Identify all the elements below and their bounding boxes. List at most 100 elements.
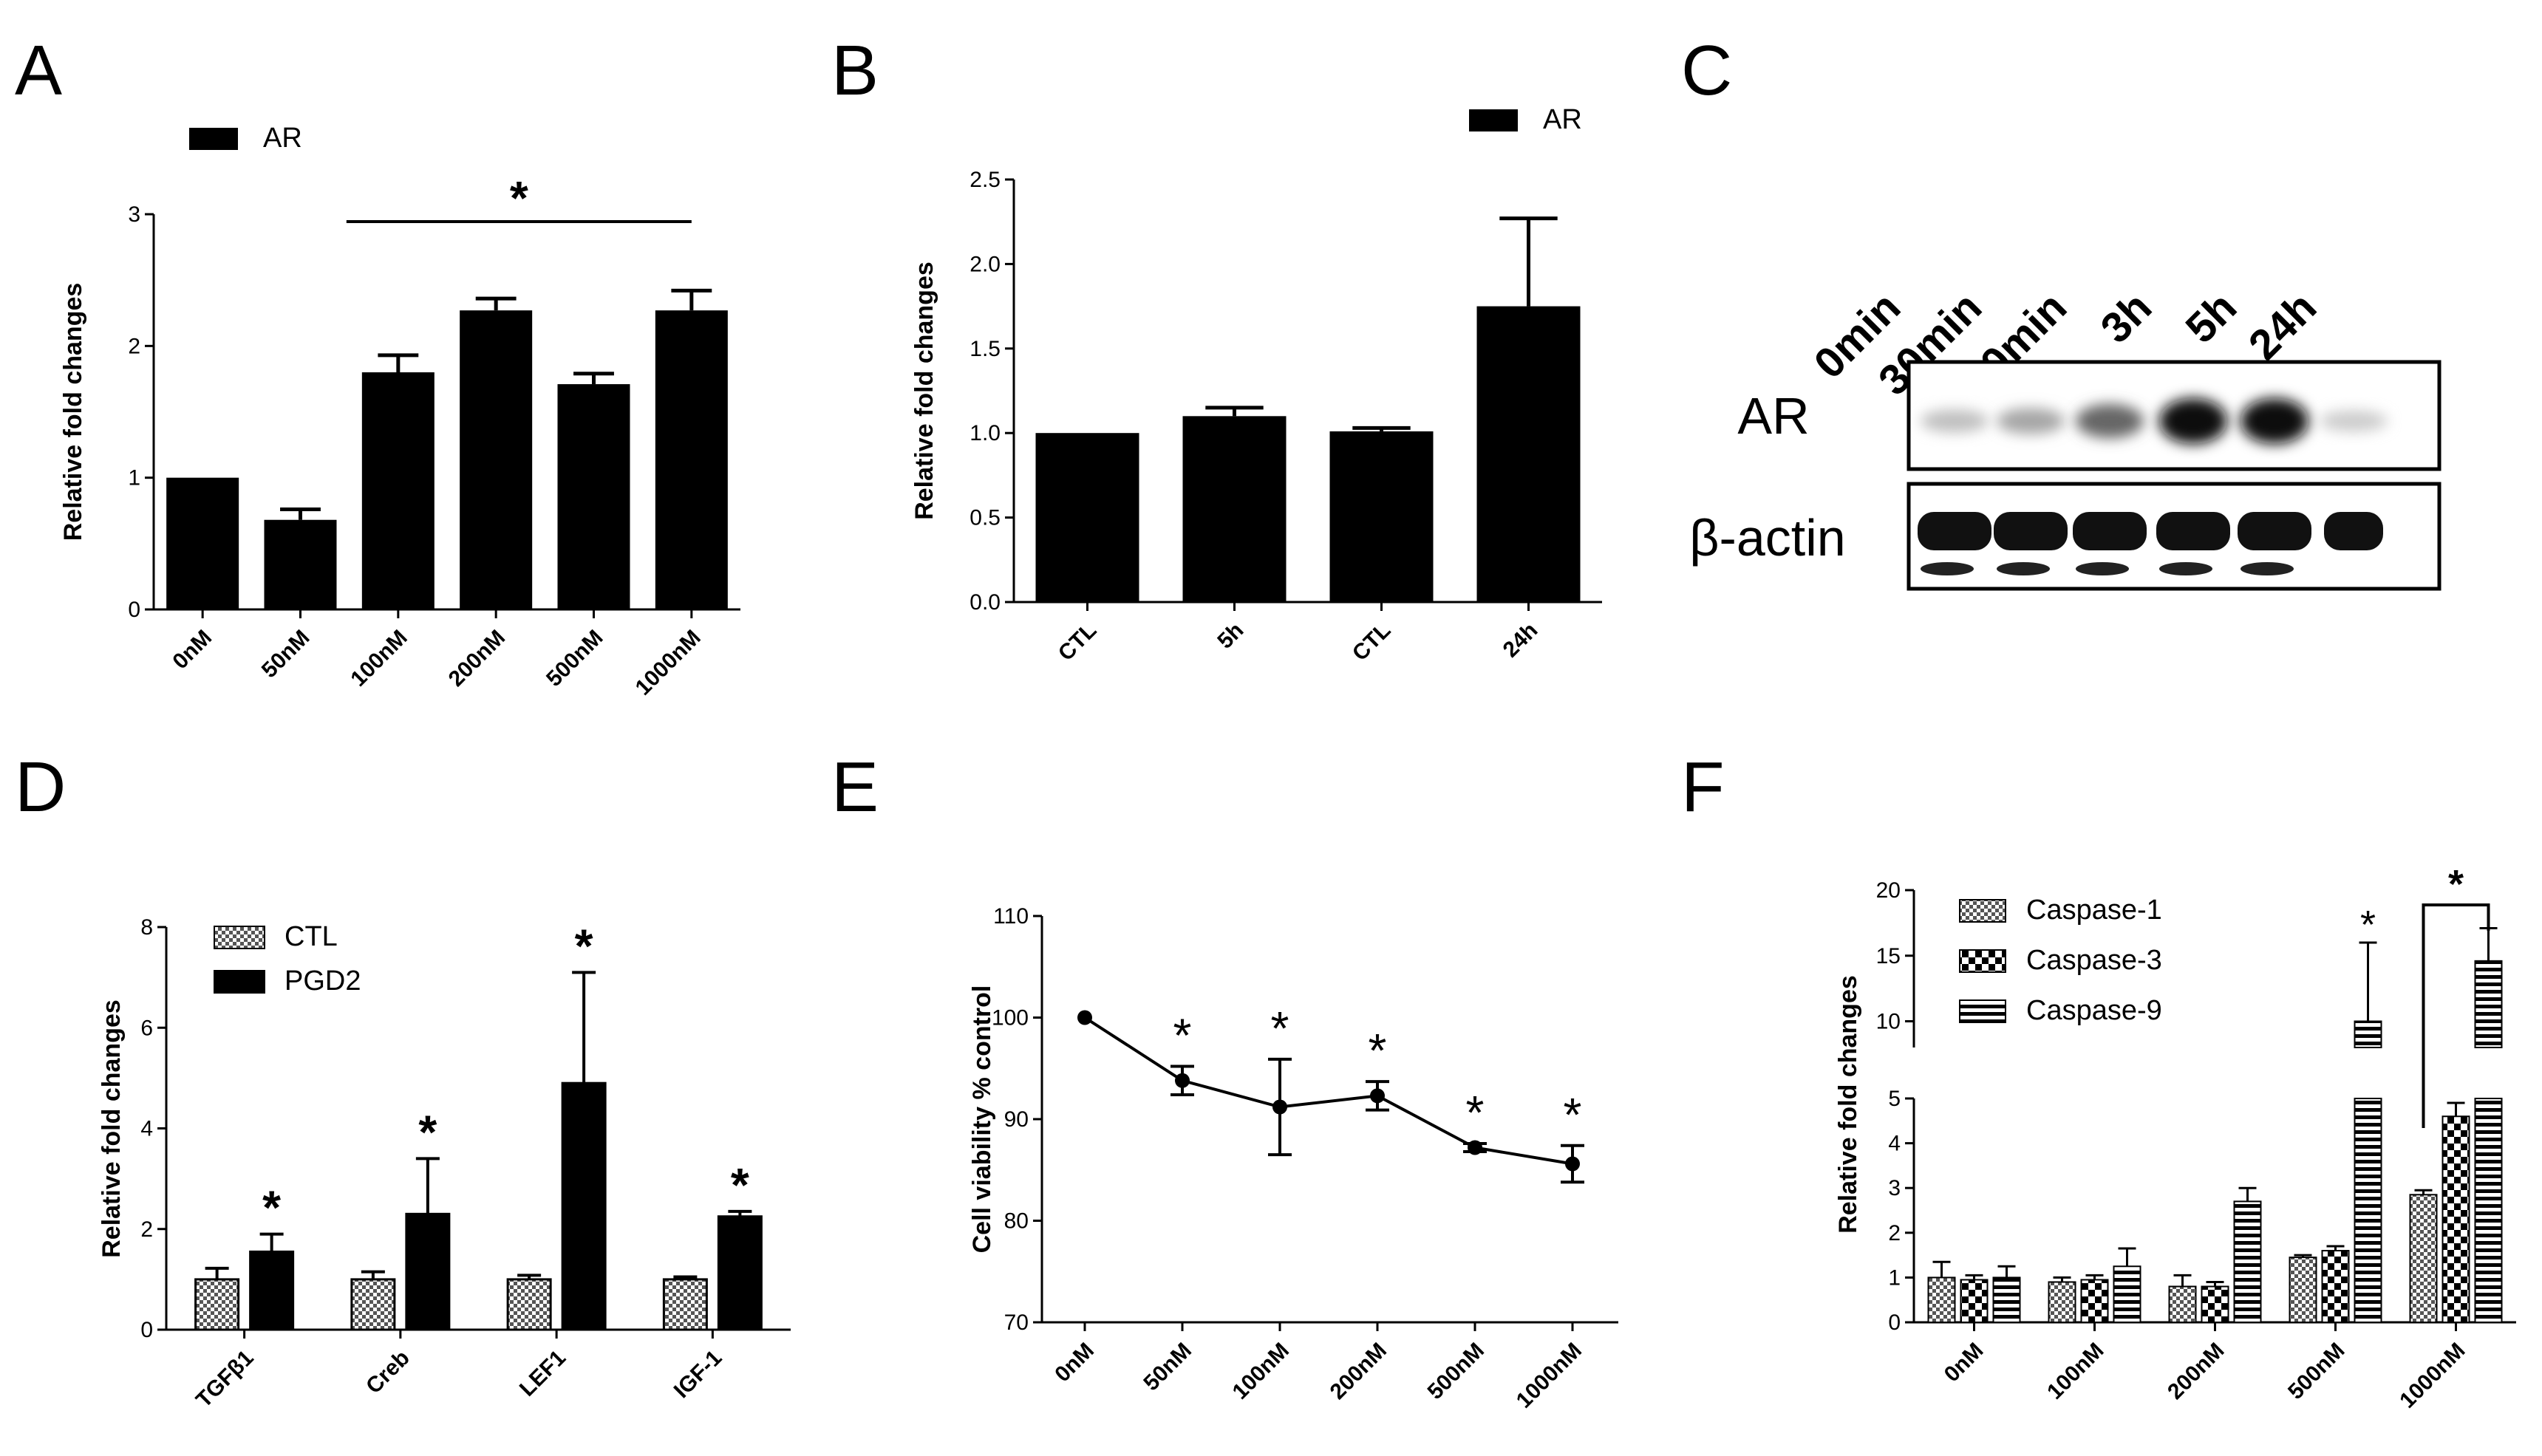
y-tick-label: 5 — [1888, 1087, 1901, 1111]
x-tick-label: 1000nM — [1512, 1339, 1587, 1413]
y-tick-label: 0 — [128, 598, 140, 622]
bar — [1035, 433, 1139, 602]
y-tick-label: 100 — [992, 1006, 1029, 1031]
chart-e: 70 80 90 100 110 0nM * 50nM * 100nM * 200nM * 500nM * 1… — [968, 904, 1618, 1413]
ar-band — [2159, 398, 2227, 444]
significance-star: * — [2360, 903, 2376, 947]
blot-row-label-actin: β-actin — [1689, 509, 1845, 567]
chart-a: 0 1 2 3 0nM 50nM 100nM 200nM 500nM 1000nM Relative… — [59, 123, 740, 700]
y-tick-label: 4 — [140, 1117, 153, 1141]
y-axis-title: Relative fold changes — [910, 262, 938, 520]
actin-lower-band — [1921, 562, 1974, 575]
bar — [350, 1278, 396, 1331]
significance-star: * — [1369, 1024, 1387, 1077]
y-axis-title: Relative fold changes — [59, 283, 87, 541]
x-tick-label: CTL — [1348, 618, 1396, 666]
bar — [2474, 1098, 2503, 1323]
panel-letter-e: E — [831, 748, 879, 827]
legend-swatch — [189, 128, 238, 150]
significance-star: * — [575, 919, 593, 972]
significance-star: * — [262, 1181, 281, 1234]
legend-label: Caspase-9 — [2026, 995, 2162, 1026]
y-tick-label: 90 — [1004, 1107, 1029, 1132]
actin-lower-band — [2159, 562, 2212, 575]
bar — [1182, 416, 1287, 602]
actin-band — [2324, 512, 2383, 550]
panel-letter-b: B — [831, 31, 879, 110]
legend-label: Caspase-3 — [2026, 945, 2162, 976]
y-axis-title: Relative fold changes — [1834, 975, 1862, 1234]
bar — [2354, 1098, 2382, 1323]
x-tick-label: 500nM — [2283, 1339, 2349, 1404]
legend-swatch — [1959, 949, 2006, 973]
y-tick-label: 2 — [140, 1217, 153, 1242]
y-tick-label: 0.5 — [970, 506, 1001, 530]
blot-lane-label: 5h — [2176, 283, 2246, 352]
ar-band — [1921, 409, 1989, 433]
x-tick-label: 200nM — [1326, 1339, 1391, 1404]
panel-letter-f: F — [1681, 748, 1725, 827]
y-tick-label: 70 — [1004, 1310, 1029, 1335]
x-tick-label: 0nM — [1940, 1339, 1989, 1387]
chart-d: 0 2 4 6 8 * TGFβ1 * Creb * LEF1 * IGF-1 Relative fold… — [98, 915, 791, 1412]
data-point — [1468, 1140, 1482, 1155]
y-tick-label: 2.0 — [970, 252, 1001, 276]
x-tick-label: 100nM — [1228, 1339, 1294, 1404]
ar-band — [2076, 403, 2144, 439]
x-tick-label: Creb — [361, 1346, 415, 1399]
y-tick-label: 1 — [128, 466, 140, 491]
legend-swatch — [214, 970, 265, 994]
y-tick-label: 15 — [1876, 944, 1901, 968]
bar — [662, 1278, 708, 1331]
legend-swatch — [1469, 109, 1518, 131]
significance-bracket — [2422, 903, 2490, 1128]
data-point — [1077, 1010, 1092, 1025]
significance-star: * — [1466, 1086, 1485, 1139]
y-tick-label: 0 — [140, 1318, 153, 1342]
actin-lower-band — [2241, 562, 2294, 575]
panel-letter-c: C — [1681, 31, 1732, 110]
bar — [2233, 1200, 2262, 1323]
bar — [2113, 1265, 2141, 1323]
bar — [361, 372, 435, 609]
actin-band — [2156, 512, 2230, 550]
data-point — [1272, 1099, 1287, 1115]
bar — [1329, 431, 1434, 602]
y-tick-label: 0.0 — [970, 590, 1001, 615]
y-axis-title: Relative fold changes — [98, 999, 126, 1258]
blot-lane-label: 24h — [2240, 283, 2326, 369]
bar — [506, 1278, 552, 1331]
legend-swatch — [1959, 899, 2006, 923]
bar — [2080, 1279, 2109, 1324]
blot-lane-label: 3h — [2091, 283, 2161, 352]
legend-label: PGD2 — [284, 965, 361, 997]
y-tick-label: 2 — [1888, 1221, 1901, 1245]
y-tick-label: 2 — [128, 334, 140, 358]
actin-lower-band — [2076, 562, 2129, 575]
bar — [1927, 1276, 1956, 1324]
significance-star: * — [1173, 1009, 1192, 1062]
y-tick-label: 1.5 — [970, 337, 1001, 361]
ar-band — [2320, 410, 2388, 432]
x-tick-label: 0nM — [168, 626, 217, 674]
legend-swatch — [214, 926, 265, 949]
series-line — [1083, 1016, 1573, 1166]
actin-band — [2238, 512, 2311, 550]
x-tick-label: 50nM — [1139, 1339, 1196, 1396]
bar — [1476, 306, 1581, 602]
x-tick-label: 200nM — [444, 626, 510, 691]
bar — [717, 1215, 763, 1331]
actin-lower-band — [1997, 562, 2050, 575]
y-tick-label: 0 — [1888, 1310, 1901, 1335]
y-tick-label: 3 — [1888, 1176, 1901, 1200]
panel-letter-a: A — [15, 31, 62, 110]
bar — [557, 384, 630, 609]
panel-letter-d: D — [15, 748, 66, 827]
y-tick-label: 20 — [1876, 878, 1901, 903]
y-tick-label: 110 — [993, 904, 1029, 929]
bar — [460, 310, 533, 609]
chart-b: 0.0 0.5 1.0 1.5 2.0 2.5 CTL 5h CTL 24h Relative fo… — [910, 104, 1602, 666]
